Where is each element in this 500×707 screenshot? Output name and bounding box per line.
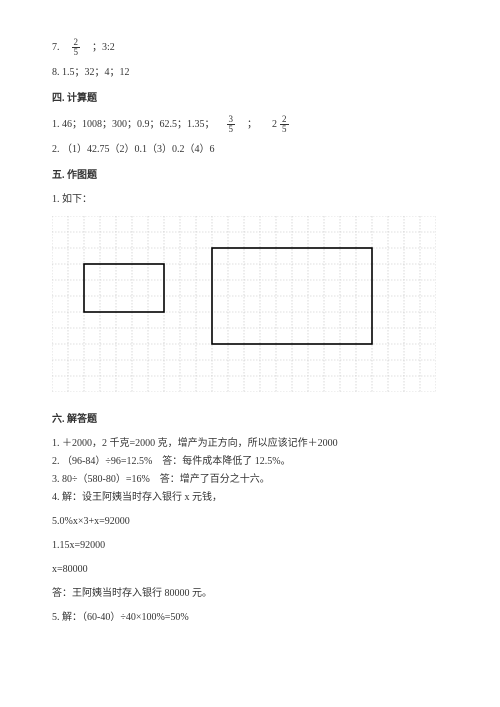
line-s6-q5: 5. 解：（60-40）÷40×100%=50% [52, 610, 448, 626]
line-s6-q2: 2. （96-84）÷96=12.5% 答：每件成本降低了 12.5%。 [52, 454, 448, 470]
line-q7: 7. 2 5 ；3:2 [52, 38, 448, 57]
q7-number: 7. [52, 42, 60, 53]
line-s6-eq3: x=80000 [52, 562, 448, 578]
line-s6-q1: 1. ＋2000，2 千克=2000 克，增产为正方向，所以应该记作＋2000 [52, 436, 448, 452]
fraction-3-5: 3 5 [227, 115, 236, 134]
line-s6-eq1: 5.0%x×3+x=92000 [52, 514, 448, 530]
s4q1-prefix: 1. 46；1008；300；0.9；62.5；1.35； [52, 119, 215, 130]
line-s6-ans: 答：王阿姨当时存入银行 80000 元。 [52, 586, 448, 602]
frac-den: 5 [72, 48, 81, 57]
mixed-whole: 2 [272, 117, 277, 133]
line-s6-q3: 3. 80÷（580-80）=16% 答：增产了百分之十六。 [52, 472, 448, 488]
line-s4-q1: 1. 46；1008；300；0.9；62.5；1.35； 3 5 ； 2 2 … [52, 115, 448, 134]
line-s5-q1: 1. 如下： [52, 192, 448, 208]
page: 7. 2 5 ；3:2 8. 1.5；32；4；12 四. 计算题 1. 46；… [0, 0, 500, 626]
mixed-2-2-5: 2 2 5 [272, 115, 291, 134]
mixed-frac: 2 5 [280, 115, 289, 134]
heading-section4: 四. 计算题 [52, 91, 448, 107]
grid-figure [52, 216, 448, 392]
line-s4-q2: 2. （1）42.75（2）0.1（3）0.2（4）6 [52, 142, 448, 158]
grid-svg [52, 216, 436, 392]
line-s6-q4: 4. 解：设王阿姨当时存入银行 x 元钱， [52, 490, 448, 506]
heading-section5: 五. 作图题 [52, 168, 448, 184]
line-s6-eq2: 1.15x=92000 [52, 538, 448, 554]
s4q1-sep: ； [247, 119, 257, 130]
q7-tail: ；3:2 [92, 42, 115, 53]
frac-den: 5 [280, 125, 289, 134]
line-q8: 8. 1.5；32；4；12 [52, 65, 448, 81]
heading-section6: 六. 解答题 [52, 412, 448, 428]
frac-den: 5 [227, 125, 236, 134]
fraction-2-5: 2 5 [72, 38, 81, 57]
